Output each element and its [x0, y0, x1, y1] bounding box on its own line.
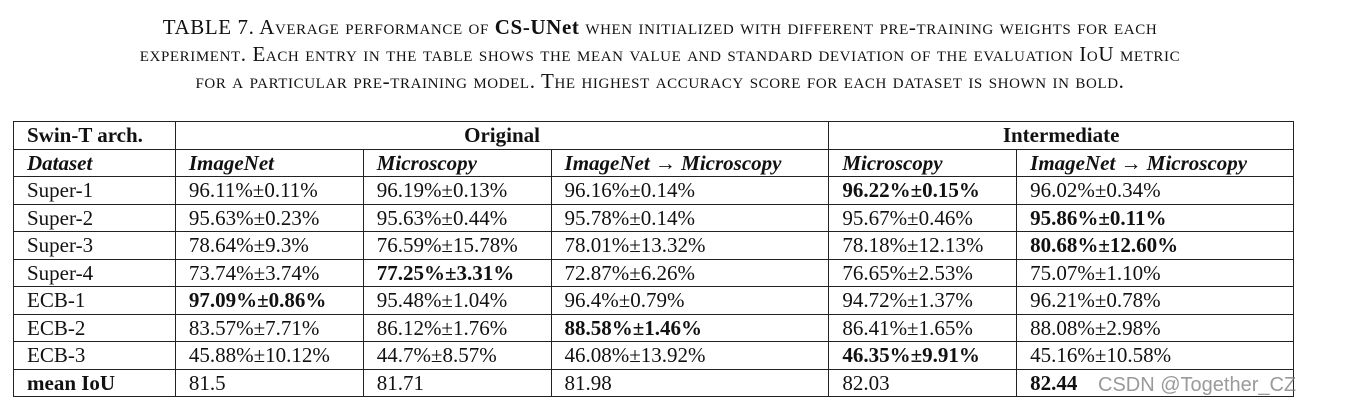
table-cell: 78.64%±9.3%	[174, 231, 364, 260]
table-cell: 95.67%±0.46%	[828, 203, 1018, 232]
table-cell: 45.16%±10.58%	[1016, 341, 1294, 370]
table-row: Super-1 96.11%±0.11% 96.19%±0.13% 96.16%±0.…	[13, 176, 1294, 205]
table-row: ECB-2 83.57%±7.71% 86.12%±1.76% 88.58%±1.46…	[13, 313, 1294, 342]
table-cell: 96.19%±0.13%	[362, 176, 552, 205]
table-cell: 75.07%±1.10%	[1016, 258, 1294, 287]
table-cell: 94.72%±1.37%	[828, 286, 1018, 315]
table-cell: 81.98	[550, 368, 830, 397]
table-cell: ECB-1	[13, 286, 176, 315]
table-cell: 76.59%±15.78%	[362, 231, 552, 260]
header-cell: Microscopy	[362, 148, 552, 177]
table-row: ECB-3 45.88%±10.12% 44.7%±8.57% 46.08%±13.9…	[13, 341, 1294, 370]
table-cell: 95.63%±0.23%	[174, 203, 364, 232]
table-cell: 78.18%±12.13%	[828, 231, 1018, 260]
results-table: Swin-T arch. Original Intermediate Dataset I…	[13, 121, 1294, 397]
table-cell: 77.25%±3.31%	[362, 258, 552, 287]
caption-bold: CS-UNet	[494, 15, 580, 39]
table-cell: ECB-2	[13, 313, 176, 342]
group-header-row: Swin-T arch. Original Intermediate	[13, 121, 1294, 150]
table-cell: 86.41%±1.65%	[828, 313, 1018, 342]
header-cell: Swin-T arch.	[13, 121, 176, 150]
table-cell: 73.74%±3.74%	[174, 258, 364, 287]
table-cell: 44.7%±8.57%	[362, 341, 552, 370]
table-cell: Super-2	[13, 203, 176, 232]
header-cell: Microscopy	[828, 148, 1018, 177]
table-cell: 96.11%±0.11%	[174, 176, 364, 205]
table-cell: 81.5	[174, 368, 364, 397]
table-cell: Super-3	[13, 231, 176, 260]
column-header-row: Dataset ImageNet Microscopy ImageNet → Micr…	[13, 148, 1294, 177]
header-cell: Dataset	[13, 148, 176, 177]
watermark: CSDN @Together_CZ	[1098, 374, 1297, 396]
header-cell: Intermediate	[828, 121, 1294, 150]
table-row: Super-3 78.64%±9.3% 76.59%±15.78% 78.01%±13…	[13, 231, 1294, 260]
caption-line: experiment. Each entry in the table show…	[139, 42, 1181, 66]
table-cell: 46.08%±13.92%	[550, 341, 830, 370]
table-cell: 88.58%±1.46%	[550, 313, 830, 342]
table-cell: 78.01%±13.32%	[550, 231, 830, 260]
table-cell: 95.63%±0.44%	[362, 203, 552, 232]
table-cell: ECB-3	[13, 341, 176, 370]
table-row: mean IoU 81.5 81.71 81.98 82.03 82.44	[13, 368, 1294, 397]
table-cell: Super-1	[13, 176, 176, 205]
table-cell: 45.88%±10.12%	[174, 341, 364, 370]
caption-text: TABLE 7. Average performance of	[162, 15, 495, 39]
table-cell: 82.03	[828, 368, 1018, 397]
table-cell: 76.65%±2.53%	[828, 258, 1018, 287]
table-cell: 82.44	[1016, 368, 1294, 397]
table-cell: 96.21%±0.78%	[1016, 286, 1294, 315]
table-cell: 95.48%±1.04%	[362, 286, 552, 315]
table-cell: 96.4%±0.79%	[550, 286, 830, 315]
table-cell: 86.12%±1.76%	[362, 313, 552, 342]
table-cell: 95.78%±0.14%	[550, 203, 830, 232]
caption-line: TABLE 7. Average performance of CS-UNet …	[0, 15, 1320, 40]
header-cell: ImageNet → Microscopy	[550, 148, 830, 177]
table-cell: 46.35%±9.91%	[828, 341, 1018, 370]
table-cell: 80.68%±12.60%	[1016, 231, 1294, 260]
caption-line: for a particular pre-training model. The…	[195, 69, 1125, 93]
header-cell: ImageNet	[174, 148, 364, 177]
table-cell: 96.16%±0.14%	[550, 176, 830, 205]
table-cell: mean IoU	[13, 368, 176, 397]
caption-text: when initialized with different pre-trai…	[579, 15, 1158, 39]
table-cell: 96.02%±0.34%	[1016, 176, 1294, 205]
table-cell: 72.87%±6.26%	[550, 258, 830, 287]
table-cell: 97.09%±0.86%	[174, 286, 364, 315]
table-cell: 88.08%±2.98%	[1016, 313, 1294, 342]
table-cell: Super-4	[13, 258, 176, 287]
table-cell: 83.57%±7.71%	[174, 313, 364, 342]
header-cell: Original	[174, 121, 830, 150]
table-row: Super-4 73.74%±3.74% 77.25%±3.31% 72.87%±6.…	[13, 258, 1294, 287]
table-cell: 95.86%±0.11%	[1016, 203, 1294, 232]
table-row: Super-2 95.63%±0.23% 95.63%±0.44% 95.78%±0.…	[13, 203, 1294, 232]
table-cell: 96.22%±0.15%	[828, 176, 1018, 205]
header-cell: ImageNet → Microscopy	[1016, 148, 1294, 177]
table-row: ECB-1 97.09%±0.86% 95.48%±1.04% 96.4%±0.79%…	[13, 286, 1294, 315]
table-cell: 81.71	[362, 368, 552, 397]
